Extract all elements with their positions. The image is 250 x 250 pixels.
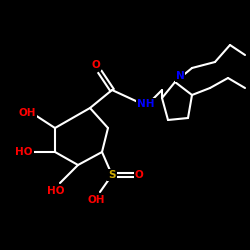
Text: HO: HO [47, 186, 65, 196]
Text: N: N [176, 71, 184, 81]
Text: O: O [134, 170, 143, 180]
Text: HO: HO [15, 147, 33, 157]
Text: NH: NH [137, 99, 155, 109]
Text: OH: OH [18, 108, 36, 118]
Text: OH: OH [87, 195, 105, 205]
Text: S: S [108, 170, 116, 180]
Text: O: O [92, 60, 100, 70]
